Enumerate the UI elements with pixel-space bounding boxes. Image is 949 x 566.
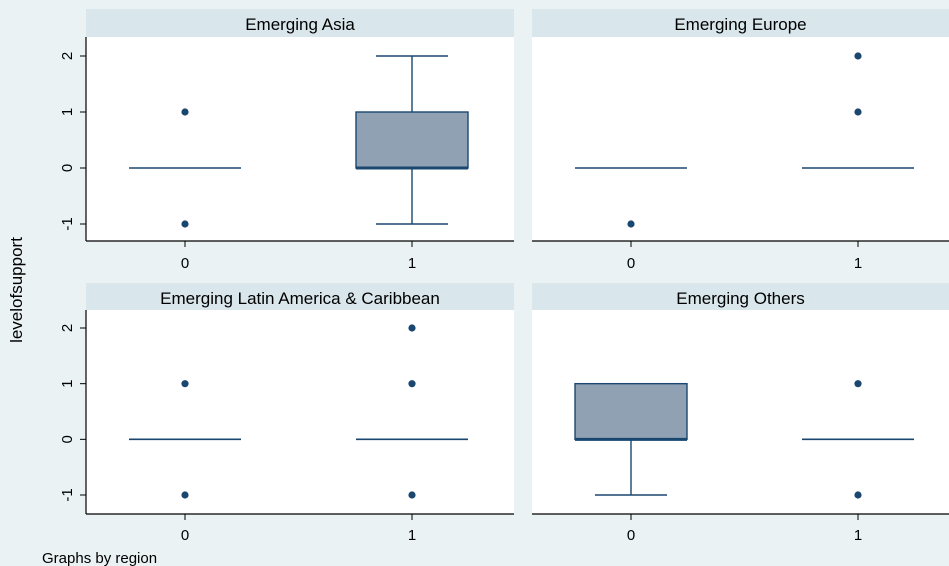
box-group-0 [129, 380, 241, 499]
panel-title: Emerging Latin America & Caribbean [160, 289, 440, 308]
x-tick-label: 1 [408, 527, 416, 544]
y-axis-label: levelofsupport [7, 237, 26, 343]
x-tick-label: 1 [854, 527, 862, 544]
outlier-point [854, 380, 862, 388]
outlier-point [854, 108, 862, 116]
box-group-0 [129, 108, 241, 228]
x-tick-label: 0 [627, 527, 635, 544]
outlier-point [181, 220, 189, 228]
iqr-box [574, 382, 688, 441]
y-tick-label: -1 [59, 488, 76, 501]
outlier-point [854, 491, 862, 499]
panel-strip [532, 283, 949, 310]
outlier-point [181, 108, 189, 116]
box-group-1 [355, 55, 469, 225]
plot-region [86, 310, 514, 514]
outlier-point [408, 380, 416, 388]
panel-4: Emerging Others 0 1 [532, 283, 949, 544]
x-tick-label: 0 [627, 255, 635, 272]
box-group-0 [575, 167, 687, 228]
box-group-1 [356, 324, 468, 499]
x-tick-label: 1 [408, 255, 416, 272]
y-tick-label: 2 [59, 52, 76, 60]
x-tick-label: 0 [181, 255, 189, 272]
box-group-0 [574, 382, 688, 496]
panel-strip [86, 9, 514, 37]
graphs-by-note: Graphs by region [42, 550, 157, 566]
y-tick-label: 0 [59, 435, 76, 443]
panel-title: Emerging Asia [245, 15, 355, 34]
outlier-point [854, 52, 862, 60]
iqr-box [355, 111, 469, 169]
panel-2: Emerging Europe 0 1 [532, 9, 949, 272]
x-tick-label: 1 [854, 255, 862, 272]
panel-title: Emerging Others [676, 289, 805, 308]
outlier-point [181, 380, 189, 388]
plot-region [532, 37, 949, 241]
panel-1: Emerging Asia -1 0 1 2 0 1 [59, 9, 514, 272]
outlier-point [408, 324, 416, 332]
y-tick-label: 2 [59, 324, 76, 332]
x-tick-label: 0 [181, 527, 189, 544]
panel-title: Emerging Europe [674, 15, 806, 34]
box-group-1 [802, 380, 914, 499]
outlier-point [627, 220, 635, 228]
outlier-point [181, 491, 189, 499]
panel-strip [86, 283, 514, 310]
box-group-1 [802, 52, 914, 169]
y-tick-label: 1 [59, 108, 76, 116]
y-tick-label: 0 [59, 164, 76, 172]
y-tick-label: -1 [59, 217, 76, 230]
outlier-point [408, 491, 416, 499]
panel-strip [532, 9, 949, 37]
y-tick-label: 1 [59, 379, 76, 387]
panel-3: Emerging Latin America & Caribbean -1 0 1 2 0… [59, 283, 514, 544]
